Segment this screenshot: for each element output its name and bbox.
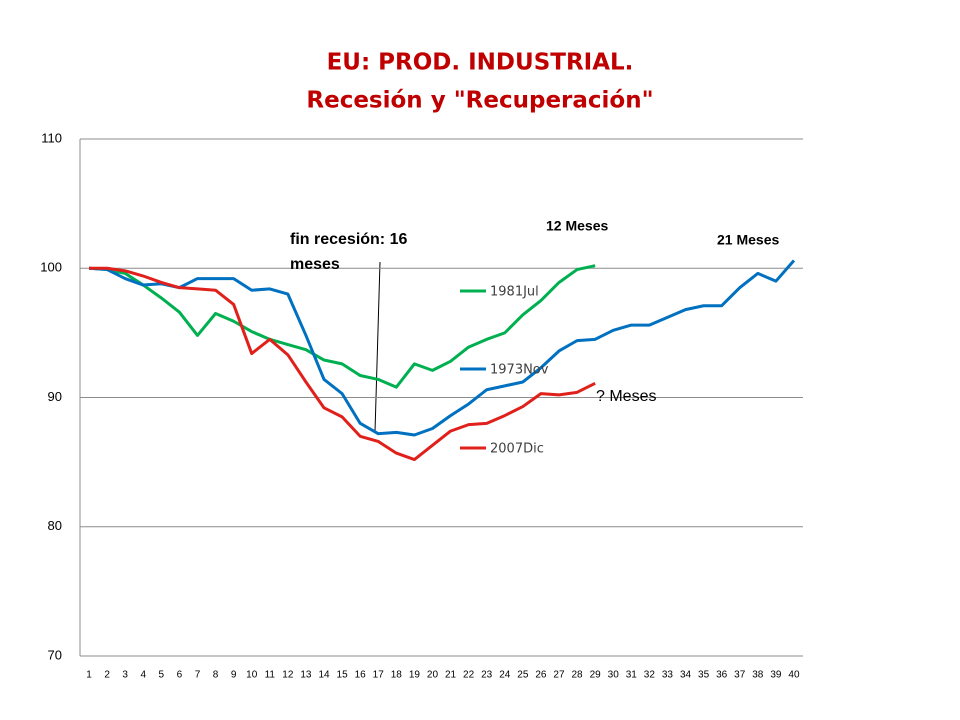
y-tick-label: 100 — [40, 260, 62, 275]
x-tick-label: 4 — [140, 670, 146, 681]
x-tick-label: 12 — [282, 670, 294, 681]
x-tick-label: 36 — [716, 670, 728, 681]
x-tick-label: 21 — [445, 670, 457, 681]
x-tick-label: 33 — [662, 670, 674, 681]
x-tick-label: 7 — [195, 670, 201, 681]
x-tick-label: 11 — [265, 670, 276, 681]
y-tick-label: 80 — [48, 518, 62, 533]
x-tick-label: 30 — [608, 670, 620, 681]
series-line — [89, 266, 596, 462]
x-tick-label: 22 — [463, 670, 475, 681]
x-tick-label: 3 — [122, 670, 128, 681]
x-tick-label: 28 — [572, 670, 584, 681]
x-tick-label: 14 — [318, 670, 330, 681]
y-tick-label: 110 — [41, 130, 62, 145]
x-tick-label: 20 — [427, 670, 439, 681]
legend-label: 1973Nov — [490, 363, 549, 378]
legend-label: 1981Jul — [490, 285, 539, 300]
x-tick-label: 25 — [517, 670, 529, 681]
y-tick-label: 70 — [48, 647, 62, 662]
series-line — [88, 259, 796, 437]
x-tick-label: 39 — [770, 670, 782, 681]
x-tick-label: 5 — [159, 670, 165, 681]
x-tick-label: 9 — [231, 670, 237, 681]
chart-title: EU: PROD. INDUSTRIAL. — [327, 50, 634, 76]
legend-label: 2007Dic — [490, 442, 544, 457]
x-tick-label: 18 — [391, 670, 403, 681]
annotation: ? Meses — [596, 388, 656, 405]
x-tick-label: 13 — [300, 670, 312, 681]
annotation: fin recesión: 16 — [290, 231, 407, 248]
x-tick-label: 34 — [680, 670, 692, 681]
annotation: 21 Meses — [717, 232, 779, 248]
x-tick-label: 38 — [752, 670, 764, 681]
x-tick-label: 16 — [355, 670, 367, 681]
x-tick-label: 23 — [481, 670, 493, 681]
x-tick-label: 1 — [86, 670, 92, 681]
x-tick-label: 32 — [644, 670, 656, 681]
x-tick-label: 29 — [590, 670, 602, 681]
x-tick-label: 35 — [698, 670, 710, 681]
series-line — [88, 264, 596, 389]
x-tick-label: 8 — [213, 670, 219, 681]
x-tick-label: 10 — [246, 670, 258, 681]
x-tick-label: 15 — [337, 670, 349, 681]
x-tick-label: 27 — [553, 670, 565, 681]
x-tick-label: 6 — [177, 670, 183, 681]
x-tick-label: 31 — [626, 670, 638, 681]
x-tick-label: 17 — [373, 670, 385, 681]
x-tick-label: 19 — [409, 670, 421, 681]
chart-subtitle: Recesión y "Recuperación" — [306, 88, 653, 114]
x-tick-label: 2 — [104, 670, 110, 681]
annotation: meses — [290, 256, 340, 273]
annotation-arrow — [374, 261, 381, 433]
y-tick-label: 90 — [48, 389, 62, 404]
annotation: 12 Meses — [546, 218, 608, 234]
x-tick-label: 26 — [535, 670, 547, 681]
x-tick-label: 24 — [499, 670, 511, 681]
x-tick-label: 37 — [734, 670, 746, 681]
x-tick-label: 40 — [788, 670, 800, 681]
